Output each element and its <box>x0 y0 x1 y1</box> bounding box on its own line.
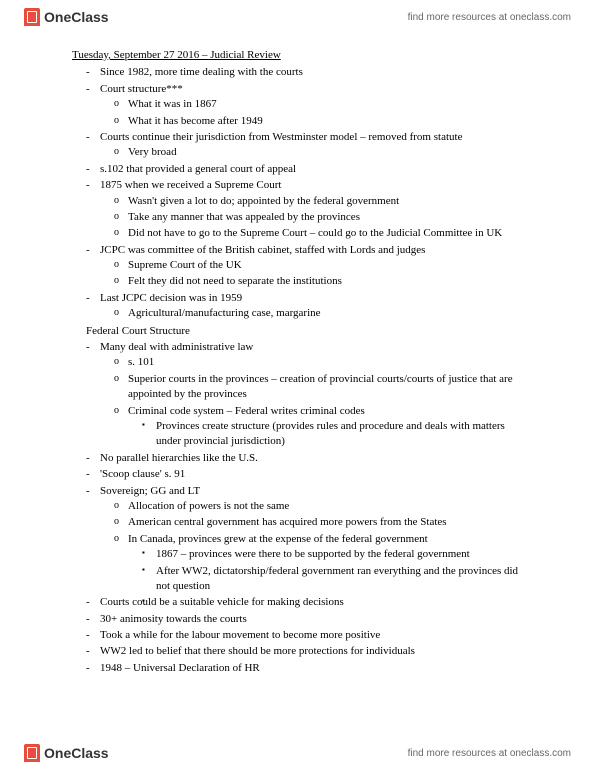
list-item-text: Courts could be a suitable vehicle for m… <box>100 596 344 608</box>
list-item-text: Provinces create structure (provides rul… <box>156 420 505 447</box>
list-item-text: 1875 when we received a Supreme Court <box>100 179 281 191</box>
brand-logo-footer: OneClass <box>24 744 109 762</box>
list-item: Sovereign; GG and LT Allocation of powers… <box>100 484 523 595</box>
list-level-2: Very broad <box>100 145 523 160</box>
list-item-text: s. 101 <box>128 356 154 368</box>
list-item-text: WW2 led to belief that there should be m… <box>100 645 415 657</box>
list-item-text: Sovereign; GG and LT <box>100 485 200 497</box>
list-item: Agricultural/manufacturing case, margari… <box>128 306 523 321</box>
list-item: No parallel hierarchies like the U.S. <box>100 451 523 466</box>
list-item-text: 30+ animosity towards the courts <box>100 613 247 625</box>
list-item-text: After WW2, dictatorship/federal governme… <box>156 565 518 592</box>
document-content: Tuesday, September 27 2016 – Judicial Re… <box>0 0 595 725</box>
page-header: OneClass find more resources at oneclass… <box>0 0 595 34</box>
list-item-text: Took a while for the labour movement to … <box>100 629 380 641</box>
list-level-1: Many deal with administrative law s. 101 S… <box>72 340 523 676</box>
list-item-text: 1867 – provinces were there to be suppor… <box>156 548 470 560</box>
list-item: WW2 led to belief that there should be m… <box>100 644 523 659</box>
list-item: Very broad <box>128 145 523 160</box>
list-item: Court structure***What it was in 1867Wha… <box>100 82 523 129</box>
list-item-text: 'Scoop clause' s. 91 <box>100 468 185 480</box>
list-item: Superior courts in the provinces – creat… <box>128 372 523 403</box>
list-item: Take any manner that was appealed by the… <box>128 210 523 225</box>
brand-name: OneClass <box>44 9 109 25</box>
list-item-text: What it has become after 1949 <box>128 115 263 127</box>
list-item-text: Very broad <box>128 146 177 158</box>
list-item-text: No parallel hierarchies like the U.S. <box>100 452 258 464</box>
list-item: In Canada, provinces grew at the expense… <box>128 532 523 595</box>
list-item: Provinces create structure (provides rul… <box>156 419 523 450</box>
list-item-text: Since 1982, more time dealing with the c… <box>100 66 303 78</box>
list-item-text: Court structure*** <box>100 83 183 95</box>
list-item-text: JCPC was committee of the British cabine… <box>100 244 425 256</box>
list-item-text: Take any manner that was appealed by the… <box>128 211 360 223</box>
logo-icon <box>24 744 40 762</box>
outline-container: Since 1982, more time dealing with the c… <box>72 65 523 676</box>
list-item: Felt they did not need to separate the i… <box>128 274 523 289</box>
list-item-text: s.102 that provided a general court of a… <box>100 163 296 175</box>
logo-icon <box>24 8 40 26</box>
list-item: 1867 – provinces were there to be suppor… <box>156 547 523 562</box>
header-tagline: find more resources at oneclass.com <box>408 12 571 23</box>
list-item-text: 1948 – Universal Declaration of HR <box>100 662 260 674</box>
list-item: Allocation of powers is not the same <box>128 499 523 514</box>
page-footer: OneClass find more resources at oneclass… <box>0 736 595 770</box>
list-level-2: Supreme Court of the UK Felt they did not… <box>100 258 523 290</box>
list-level-3: Provinces create structure (provides rul… <box>128 419 523 450</box>
list-item: 'Scoop clause' s. 91 <box>100 467 523 482</box>
list-item: Many deal with administrative law s. 101 S… <box>100 340 523 450</box>
list-item: Did not have to go to the Supreme Court … <box>128 226 523 241</box>
list-item: JCPC was committee of the British cabine… <box>100 243 523 290</box>
list-item: Supreme Court of the UK <box>128 258 523 273</box>
list-item: What it was in 1867 <box>128 97 523 112</box>
list-level-2: What it was in 1867 What it has become af… <box>100 97 523 129</box>
list-item-text: Supreme Court of the UK <box>128 259 242 271</box>
list-item-text: Agricultural/manufacturing case, margari… <box>128 307 321 319</box>
brand-name-footer: OneClass <box>44 745 109 761</box>
list-item: 30+ animosity towards the courts <box>100 612 523 627</box>
section-heading: Federal Court Structure <box>72 324 523 339</box>
list-item: Courts continue their jurisdiction from … <box>100 130 523 161</box>
list-item-text: Felt they did not need to separate the i… <box>128 275 342 287</box>
list-item-text: Wasn't given a lot to do; appointed by t… <box>128 195 399 207</box>
list-level-2: Wasn't given a lot to do; appointed by t… <box>100 194 523 242</box>
list-level-3: 1867 – provinces were there to be suppor… <box>128 547 523 594</box>
list-item-text: Courts continue their jurisdiction from … <box>100 131 462 143</box>
list-level-2: s. 101 Superior courts in the provinces –… <box>100 355 523 449</box>
list-item: American central government has acquired… <box>128 515 523 530</box>
list-item-text: Did not have to go to the Supreme Court … <box>128 227 502 239</box>
list-item-text: American central government has acquired… <box>128 516 447 528</box>
brand-logo: OneClass <box>24 8 109 26</box>
doc-title: Tuesday, September 27 2016 – Judicial Re… <box>72 48 523 63</box>
list-item: s. 101 <box>128 355 523 370</box>
list-item-text: Many deal with administrative law <box>100 341 253 353</box>
list-item-text: In Canada, provinces grew at the expense… <box>128 533 428 545</box>
list-level-2: Allocation of powers is not the same Amer… <box>100 499 523 594</box>
list-item: Took a while for the labour movement to … <box>100 628 523 643</box>
list-item: Since 1982, more time dealing with the c… <box>100 65 523 80</box>
list-item: 1948 – Universal Declaration of HR <box>100 661 523 676</box>
list-item-text: Allocation of powers is not the same <box>128 500 289 512</box>
list-item-text: Superior courts in the provinces – creat… <box>128 373 513 400</box>
list-item-text: What it was in 1867 <box>128 98 217 110</box>
list-level-1: Since 1982, more time dealing with the c… <box>72 65 523 321</box>
list-item: Wasn't given a lot to do; appointed by t… <box>128 194 523 209</box>
footer-tagline: find more resources at oneclass.com <box>408 748 571 759</box>
list-item: What it has become after 1949 <box>128 114 523 129</box>
list-item: Courts could be a suitable vehicle for m… <box>100 595 523 610</box>
list-item: Last JCPC decision was in 1959 Agricultur… <box>100 291 523 322</box>
list-item: 1875 when we received a Supreme Court Was… <box>100 178 523 242</box>
list-item: Criminal code system – Federal writes cr… <box>128 404 523 450</box>
list-level-2: Agricultural/manufacturing case, margari… <box>100 306 523 321</box>
list-item-text: Criminal code system – Federal writes cr… <box>128 405 365 417</box>
list-item: After WW2, dictatorship/federal governme… <box>156 564 523 595</box>
list-item-text: Last JCPC decision was in 1959 <box>100 292 242 304</box>
list-item: s.102 that provided a general court of a… <box>100 162 523 177</box>
